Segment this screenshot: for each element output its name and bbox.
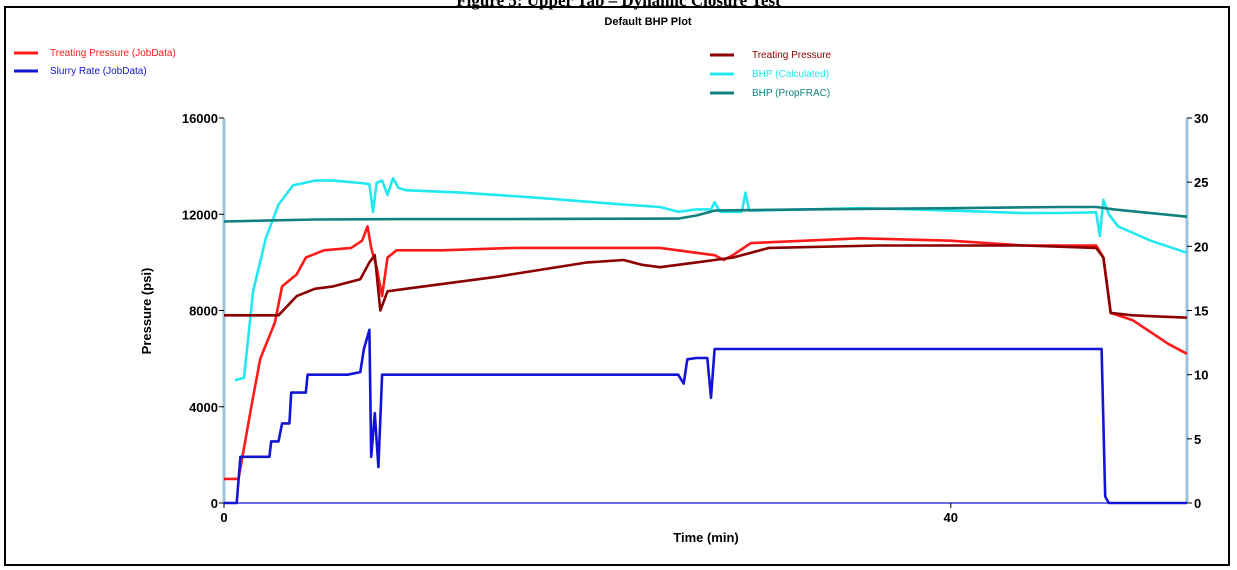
- legend-left: Treating Pressure (JobData) Slurry Rate …: [14, 48, 176, 77]
- series-line-bhp-calculated: [234, 176, 1188, 382]
- legend-label-treating-pressure-jobdata: Treating Pressure (JobData): [50, 48, 176, 59]
- chart-frame: [4, 6, 1230, 566]
- y-axis-label: Pressure (psi): [139, 268, 154, 355]
- y2-tick-label-15: 15: [1194, 304, 1208, 319]
- axis-ticks: 0 4000 8000 12000 16000 0 5 10 15 20 25 30 0 40: [182, 111, 1209, 525]
- y2-tick-label-5: 5: [1194, 432, 1201, 447]
- y-tick-label-4000: 4000: [189, 400, 218, 415]
- y2-tick-label-30: 30: [1194, 111, 1208, 126]
- y2-tick-label-20: 20: [1194, 239, 1208, 254]
- y-tick-label-12000: 12000: [182, 207, 218, 222]
- y2-tick-label-0: 0: [1194, 496, 1201, 511]
- legend-label-bhp-calculated: BHP (Calculated): [752, 69, 829, 80]
- y-tick-label-8000: 8000: [189, 304, 218, 319]
- legend-label-bhp-propfrac: BHP (PropFRAC): [752, 88, 830, 99]
- y2-tick-label-25: 25: [1194, 175, 1208, 190]
- legend-right: Treating Pressure BHP (Calculated) BHP (…: [710, 50, 832, 99]
- y2-tick-label-10: 10: [1194, 368, 1208, 383]
- series-line-treating-pressure: [224, 244, 1188, 319]
- y-tick-label-16000: 16000: [182, 111, 218, 126]
- series-line-slurry-rate-jobdata: [224, 328, 1187, 505]
- legend-label-slurry-rate-jobdata: Slurry Rate (JobData): [50, 66, 147, 77]
- x-axis-label: Time (min): [673, 530, 739, 545]
- y-tick-label-0: 0: [211, 496, 218, 511]
- series-line-bhp-propfrac: [223, 205, 1188, 223]
- figure-caption: Figure 5: Upper Tab – Dynamic Closure Te…: [456, 0, 781, 10]
- x-tick-label-40: 40: [944, 510, 958, 525]
- series-layer: [223, 176, 1188, 505]
- legend-label-treating-pressure: Treating Pressure: [752, 50, 832, 61]
- x-tick-label-0: 0: [220, 510, 227, 525]
- chart-title: Default BHP Plot: [604, 16, 692, 28]
